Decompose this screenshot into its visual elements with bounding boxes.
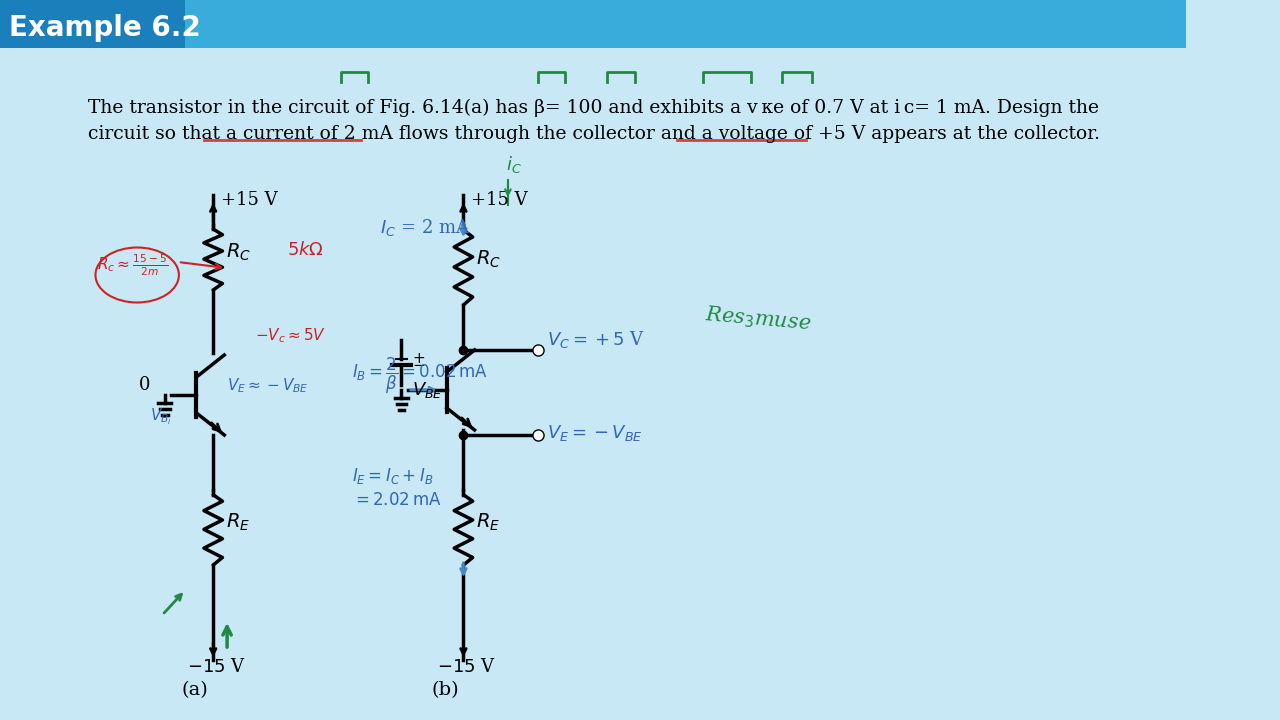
Text: +15 V: +15 V (220, 191, 278, 209)
Text: Res$_{3}$muse: Res$_{3}$muse (704, 304, 813, 336)
FancyBboxPatch shape (0, 0, 186, 48)
Text: 0: 0 (140, 376, 151, 394)
Text: $R_E$: $R_E$ (476, 511, 500, 533)
Text: $-15$ V: $-15$ V (438, 658, 497, 676)
Text: $I_C$ = 2 mA: $I_C$ = 2 mA (380, 217, 471, 238)
Text: $V_{BE}$: $V_{BE}$ (412, 380, 443, 400)
Text: (b): (b) (431, 681, 458, 699)
Text: −: − (412, 358, 425, 373)
Text: $V_C = +5$ V: $V_C = +5$ V (547, 329, 645, 350)
Text: $i_C$: $i_C$ (506, 154, 522, 175)
Text: $5k\Omega$: $5k\Omega$ (287, 241, 324, 259)
Text: $-V_c \approx 5V$: $-V_c \approx 5V$ (255, 326, 326, 345)
Text: +15 V: +15 V (471, 191, 527, 209)
Text: The transistor in the circuit of Fig. 6.14(a) has β​= 100 and exhibits a v ᴋe of: The transistor in the circuit of Fig. 6.… (88, 99, 1100, 117)
Text: $R_C$: $R_C$ (227, 241, 251, 263)
Text: $I_E = I_C + I_B$
$= 2.02\,\mathrm{mA}$: $I_E = I_C + I_B$ $= 2.02\,\mathrm{mA}$ (352, 466, 442, 509)
Text: $-15$ V: $-15$ V (187, 658, 246, 676)
Text: circuit so that a current of 2 mA flows through the collector and a voltage of +: circuit so that a current of 2 mA flows … (88, 125, 1100, 143)
Text: $I_B = \dfrac{2}{\beta} = 0.02\,\mathrm{mA}$: $I_B = \dfrac{2}{\beta} = 0.02\,\mathrm{… (352, 356, 488, 396)
Text: $V_E \approx -V_{BE}$: $V_E \approx -V_{BE}$ (227, 376, 308, 395)
Text: $V_{B_i}$: $V_{B_i}$ (150, 406, 172, 426)
Text: +: + (412, 351, 425, 366)
Text: $R_C$: $R_C$ (476, 249, 502, 270)
Text: (a): (a) (182, 681, 209, 699)
Text: $R_c \approx \frac{15-5}{2m}$: $R_c \approx \frac{15-5}{2m}$ (97, 253, 169, 279)
Text: Example 6.2: Example 6.2 (9, 14, 201, 42)
Text: $V_E = -V_{BE}$: $V_E = -V_{BE}$ (547, 423, 643, 443)
Text: $R_E$: $R_E$ (227, 511, 251, 533)
FancyBboxPatch shape (0, 0, 1187, 48)
